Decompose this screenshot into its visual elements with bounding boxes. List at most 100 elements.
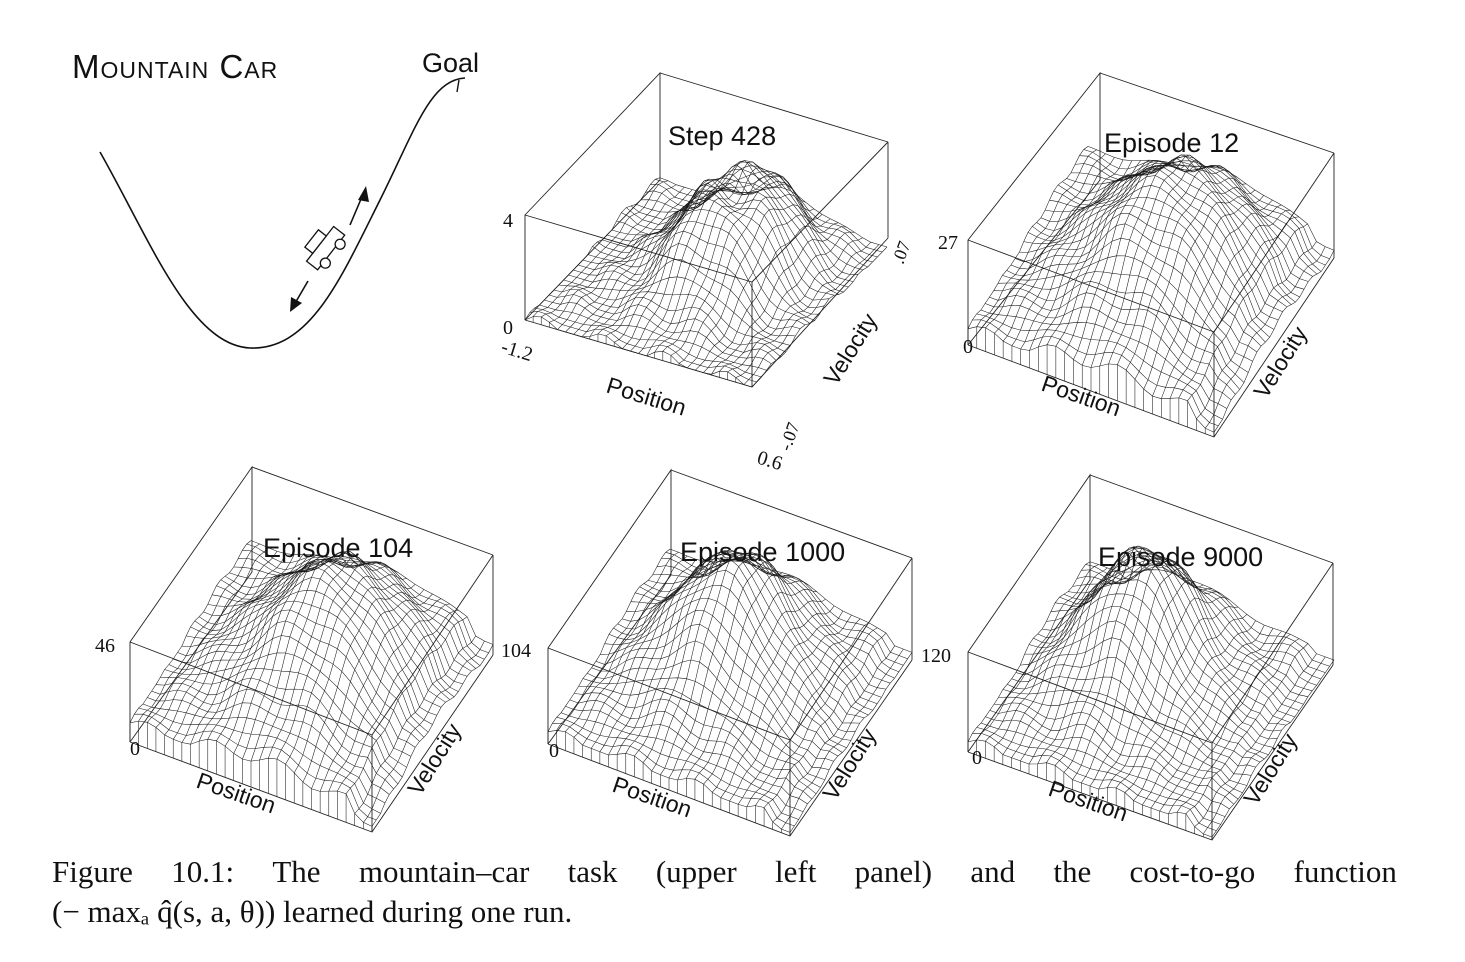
mesh-line [711, 226, 847, 375]
mesh-line [237, 557, 481, 666]
mesh-line [1133, 620, 1256, 801]
mesh-line [662, 175, 799, 352]
mesh-line [539, 304, 767, 371]
mesh-line [630, 160, 859, 275]
caption-word: task [567, 854, 618, 889]
mesh-line [1054, 545, 1178, 766]
x-axis-label: Position [604, 372, 690, 421]
mesh-line [250, 551, 373, 762]
mesh-line [1079, 155, 1326, 266]
mesh-line [635, 165, 863, 271]
panel-episode-12: Episode 12 27 0 Position Velocity [938, 71, 1335, 438]
mesh-line [1063, 556, 1308, 697]
goal-label: Goal [422, 48, 479, 78]
surface-episode-9000 [967, 545, 1335, 840]
mesh-line [1076, 560, 1321, 680]
mesh-line [743, 244, 880, 385]
mesh-line [577, 230, 806, 326]
mesh-line [976, 149, 1097, 327]
mesh-line [1081, 563, 1326, 673]
mesh-line [293, 583, 416, 773]
mesh-line [242, 555, 364, 760]
surface-episode-1000 [547, 548, 913, 836]
mesh-line [1002, 255, 1249, 373]
mesh-line [1169, 210, 1291, 399]
mesh-line [569, 699, 812, 800]
mesh-line [302, 589, 425, 783]
mesh-line [198, 561, 442, 708]
mesh-line [1083, 149, 1330, 259]
z-max-label: 104 [501, 640, 531, 662]
z-min-label: 0 [972, 747, 982, 769]
illustration-title: Mountain Car [72, 48, 278, 85]
mesh-line [1049, 161, 1296, 303]
mesh-line [160, 668, 403, 778]
mesh-line [622, 551, 865, 719]
mesh-line [1115, 606, 1239, 789]
mesh-line [1161, 204, 1282, 399]
mesh-line [220, 551, 463, 685]
surface-episode-12 [967, 146, 1335, 437]
mesh-line [789, 652, 913, 833]
mesh-line [1134, 187, 1256, 380]
mesh-line [638, 160, 774, 354]
mesh-line [668, 554, 792, 779]
mesh-line [578, 686, 821, 788]
caption-word: Figure [52, 854, 133, 889]
y-axis-label: Velocity [1238, 728, 1302, 809]
mesh-line [311, 593, 433, 789]
panel-title: Step 428 [668, 121, 776, 151]
mesh-line [1057, 154, 1305, 290]
mesh-line [1072, 552, 1195, 780]
mesh-line [1159, 630, 1282, 812]
mesh-line [534, 307, 762, 378]
caption-word: 10.1: [171, 854, 235, 889]
panel-episode-1000: Episode 1000 104 0 Position Velocity [501, 468, 913, 837]
mesh-line [755, 627, 878, 806]
mesh-line [1125, 177, 1247, 371]
caption-word: cost-to-go [1129, 854, 1256, 889]
mountain-car-illustration: Mountain Car Goal [72, 48, 479, 349]
mountain-curve [99, 77, 466, 349]
mesh-line [655, 179, 883, 253]
mesh-line [617, 558, 860, 724]
y-min-label: -.07 [775, 420, 804, 454]
mesh-line [337, 609, 459, 792]
mesh-line [151, 688, 394, 790]
mesh-line [656, 558, 899, 672]
mesh-line [1142, 624, 1265, 806]
mesh-line [751, 246, 888, 388]
x-axis-label: Position [1045, 775, 1131, 826]
mesh-line [319, 598, 442, 792]
mesh-line [216, 551, 459, 692]
mesh-line [703, 222, 839, 373]
mesh-line [727, 237, 863, 373]
mesh-line [606, 180, 835, 296]
mesh-line [371, 644, 494, 827]
y-axis-label: Velocity [1248, 321, 1312, 402]
mesh-line [737, 618, 861, 805]
mesh-line [635, 552, 878, 705]
caption-word: panel) [854, 854, 933, 889]
mesh-line [621, 169, 849, 288]
panel-title: Episode 12 [1104, 128, 1239, 158]
mesh-line [677, 561, 800, 781]
mesh-line [268, 555, 390, 759]
mesh-line [1020, 160, 1141, 350]
mesh-line [1089, 561, 1335, 661]
mesh-line [1194, 653, 1317, 827]
mesh-line [1117, 169, 1238, 365]
caption-line-1: Figure 10.1: The mountain–car task (upper left… [52, 852, 1397, 892]
mesh-line [616, 177, 844, 293]
z-min-label: 0 [549, 740, 559, 762]
mesh-line [589, 189, 725, 337]
mesh-line [694, 589, 817, 780]
mesh-line [229, 557, 472, 672]
mesh-line [1185, 643, 1309, 814]
mesh-line [1087, 146, 1335, 251]
caption-line-2: (− maxₐ q̂(s, a, θ)) learned during one … [52, 894, 573, 929]
z-min-label: 0 [503, 317, 513, 339]
mesh-line [1032, 175, 1279, 321]
mesh-line [328, 603, 450, 792]
